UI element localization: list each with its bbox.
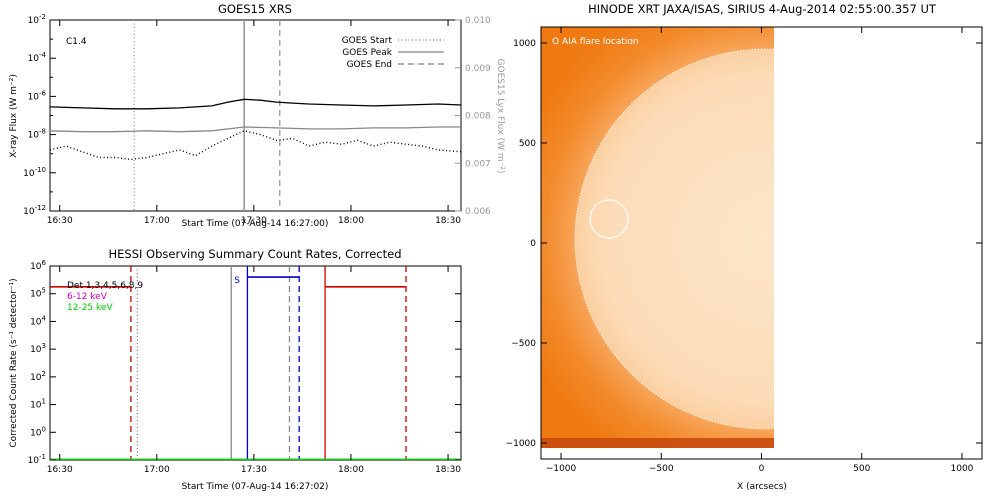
hessi-y-tick-label: 104 [30,314,46,327]
hessi-x-tick-label: 16:30 [47,465,73,475]
hessi-y-tick-label: 103 [30,342,46,355]
hessi-y-tick-label: 105 [30,287,46,300]
xrt-image [541,27,774,448]
xrt-y-tick-label: −500 [511,339,536,349]
goes-event-lines [133,20,281,211]
hessi-y-axis: 106 105 104 103 102 101 100 10-1 [28,259,461,466]
xrt-x-label: X (arcsecs) [737,482,787,492]
goes-y2-tick-label: 0.006 [465,207,491,217]
solar-limb [574,48,774,430]
xrt-y-axis: 1000 500 0 −500 −1000 [506,39,982,449]
goes-y-tick-label: 10-10 [23,166,46,179]
xrt-y-tick-label: 500 [519,139,536,149]
xrt-x-tick-label: 1000 [951,464,974,474]
hessi-title: HESSI Observing Summary Count Rates, Cor… [108,247,401,261]
goes-x-tick-label: 17:30 [241,216,267,226]
goes-y2-tick-label: 0.009 [465,64,491,74]
goes-y2-tick-label: 0.008 [465,112,491,122]
goes-y-axis: 10-2 10-4 10-6 10-8 10-10 10-12 [23,13,56,217]
hessi-y-tick-label: 102 [30,370,46,383]
xrt-x-tick-label: 0 [759,464,765,474]
goes-legend-label: GOES Peak [342,48,392,58]
goes-series-line-1 [50,126,461,133]
hessi-panel: HESSI Observing Summary Count Rates, Cor… [9,247,462,492]
goes-legend: GOES Start GOES Peak GOES End [342,36,444,70]
hessi-x-label: Start Time (07-Aug-14 16:27:02) [182,482,329,492]
hessi-series-group [50,276,461,460]
goes-y-label: X-ray Flux (W m⁻²) [9,74,19,158]
hessi-x-axis: 16:30 17:00 17:30 18:00 18:30 [47,266,461,475]
xrt-y-tick-label: 1000 [513,39,536,49]
goes-title: GOES15 XRS [218,2,292,16]
goes-x-tick-label: 16:30 [47,216,73,226]
flare-location-marker [589,199,629,239]
xrt-y-tick-label: 0 [530,239,536,249]
goes-y2-axis: 0.010 0.009 0.008 0.007 0.006 [455,16,491,217]
goes-x-tick-label: 18:00 [338,216,364,226]
hessi-s-marker: S [234,276,240,286]
xrt-x-axis: −1000 −500 0 500 1000 [546,27,974,474]
goes-series-line-0 [50,98,461,110]
xrt-title: HINODE XRT JAXA/ISAS, SIRIUS 4-Aug-2014 … [588,2,937,16]
xrt-bottom-band [541,438,774,448]
hessi-x-tick-label: 17:30 [241,465,267,475]
hessi-y-tick-label: 101 [30,398,46,411]
goes-y2-tick-label: 0.010 [465,16,491,26]
goes-flare-class: C1.4 [66,37,87,47]
goes-x-axis: 16:30 17:00 17:30 18:00 18:30 [47,20,461,226]
goes-x-label: Start Time (07-Aug-14 16:27:00) [182,219,329,229]
xrt-x-tick-label: 500 [853,464,870,474]
goes-legend-label: GOES Start [342,36,393,46]
goes-x-tick-label: 18:30 [435,216,461,226]
goes-y-tick-label: 10-8 [28,128,46,141]
hessi-y-tick-label: 10-1 [28,453,46,466]
hessi-plot-frame [49,265,462,461]
hessi-x-tick-label: 17:00 [144,465,170,475]
hessi-legend-label: 6-12 keV [67,292,108,302]
goes-y2-label: GOES15 Lyx Flux (W m⁻²) [495,59,505,174]
goes-y-tick-label: 10-12 [23,204,46,217]
goes-plot-frame [49,19,462,212]
goes-y2-tick-label: 0.007 [465,159,491,169]
hessi-legend-label: 12-25 keV [67,303,113,313]
goes-series-group [50,98,461,161]
goes-panel: GOES15 XRS 16:30 17:00 17:30 18:00 18:30 10-… [9,2,505,229]
goes-series-line-2 [50,130,461,161]
xrt-panel: HINODE XRT JAXA/ISAS, SIRIUS 4-Aug-2014 … [506,2,983,492]
goes-y-tick-label: 10-6 [28,89,47,102]
hessi-legend-label: Det 1,3,4,5,6,8,9 [67,281,143,291]
xrt-y-tick-label: −1000 [506,439,537,449]
hessi-y-tick-label: 106 [30,259,46,272]
xrt-x-tick-label: −1000 [546,464,577,474]
hessi-y-tick-label: 100 [30,425,46,438]
hessi-x-tick-label: 18:00 [338,465,364,475]
hessi-x-tick-label: 18:30 [435,465,461,475]
xrt-x-tick-label: −500 [649,464,674,474]
hessi-event-lines [130,266,407,460]
solar-disk [575,49,774,429]
hessi-y-label: Corrected Count Rate (s⁻¹ detector⁻¹) [9,278,19,447]
goes-y-tick-label: 10-2 [28,13,46,26]
xrt-flare-label: O AIA flare location [552,37,639,47]
goes-x-tick-label: 17:00 [144,216,170,226]
goes-legend-label: GOES End [347,60,392,70]
goes-y-tick-label: 10-4 [28,51,47,64]
